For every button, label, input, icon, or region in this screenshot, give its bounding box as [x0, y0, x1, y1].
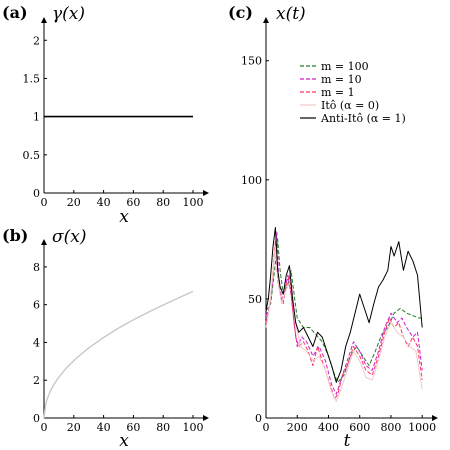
panel-b-x-tick-label: 80 [156, 421, 170, 434]
panel-a-xlabel: x [119, 207, 129, 227]
panel-b-x-tick-label: 0 [41, 421, 48, 434]
panel-c-y-tick-label: 100 [241, 174, 262, 187]
panel-c-y-tick-label: 0 [255, 412, 262, 425]
panel-a-x-tick-label: 0 [41, 196, 48, 209]
panel-b-y-tick-label: 6 [33, 299, 40, 312]
legend-entry-label: m = 10 [321, 73, 362, 86]
panel-c-x-tick-label: 600 [349, 421, 370, 434]
panel-a-y-ticks: 0 0.5 1 1.5 2 [23, 34, 47, 200]
panel-c-x-tick-label: 0 [263, 421, 270, 434]
panel-a-x-tick-label: 100 [183, 196, 204, 209]
panel-c-x-tick-label: 400 [318, 421, 339, 434]
panel-a-ylabel: γ(x) [52, 4, 85, 24]
panel-a-y-tick-label: 0 [33, 187, 40, 200]
panel-a-label: (a) [2, 3, 28, 22]
panel-c-series-line-m-10 [265, 231, 423, 395]
panel-b-series-line-curve [43, 290, 194, 419]
panel-a-x-tick-label: 20 [67, 196, 81, 209]
panel-c-series-line-it-0 [265, 246, 423, 402]
panel-b-ylabel: σ(x) [52, 227, 86, 247]
panel-b-x-tick-label: 20 [67, 421, 81, 434]
legend-entry-label: m = 100 [321, 60, 369, 73]
panel-b-x-tick-label: 100 [183, 421, 204, 434]
panel-c-x-tick-label: 1000 [408, 421, 436, 434]
panel-a-x-ticks: 0 20 40 60 80 100 [41, 190, 204, 209]
legend-entry-label: Itô (α = 0) [321, 99, 379, 112]
panel-a-y-tick-label: 2 [33, 34, 40, 47]
panel-b-y-tick-label: 4 [33, 336, 40, 349]
panel-c-x-tick-label: 800 [380, 421, 401, 434]
panel-a-y-tick-label: 1 [33, 111, 40, 124]
panel-a-x-tick-label: 40 [97, 196, 111, 209]
panel-a-y-tick-label: 1.5 [23, 72, 41, 85]
panel-b-y-tick-label: 0 [33, 412, 40, 425]
panel-c-series-line-anti-it-1 [265, 227, 423, 383]
legend-entry-label: Anti-Itô (α = 1) [320, 112, 406, 125]
panel-b-x-ticks: 0 20 40 60 80 100 [41, 415, 204, 434]
panel-c-ylabel: x(t) [276, 4, 306, 24]
panel-c-xlabel: t [344, 431, 351, 450]
panel-b-x-tick-label: 60 [126, 421, 140, 434]
panel-a-x-tick-label: 80 [156, 196, 170, 209]
panel-c-y-tick-label: 50 [248, 293, 262, 306]
panel-c-y-ticks: 0 50 100 150 [241, 55, 269, 425]
panel-c-y-tick-label: 150 [241, 55, 262, 68]
legend-entry-label: m = 1 [321, 86, 355, 99]
panel-b-sigma-chart: (b) σ(x) x 0 20 40 60 80 100 0 2 4 6 8 [2, 226, 209, 450]
panel-b-xlabel: x [119, 431, 129, 450]
panel-c-trajectory-chart: (c) x(t) t 0 200 400 600 800 1000 0 50 100 150 m… [228, 3, 438, 450]
panel-a-x-tick-label: 60 [126, 196, 140, 209]
panel-c-x-tick-label: 200 [287, 421, 308, 434]
panel-b-label: (b) [2, 226, 28, 245]
panel-b-y-tick-label: 8 [33, 261, 40, 274]
panel-b-series [43, 290, 194, 419]
panel-c-x-ticks: 0 200 400 600 800 1000 [263, 415, 436, 434]
panel-b-x-tick-label: 40 [97, 421, 111, 434]
panel-c-series [265, 227, 423, 402]
panel-b-y-tick-label: 2 [33, 374, 40, 387]
panel-c-label: (c) [228, 3, 253, 22]
panel-a-gamma-chart: (a) γ(x) x 0 20 40 60 80 100 0 0.5 1 1.5 2 [2, 3, 209, 227]
panel-a-y-tick-label: 0.5 [23, 149, 41, 162]
panel-c-series-line-m-100 [265, 238, 423, 383]
panel-b-y-ticks: 0 2 4 6 8 [33, 261, 47, 425]
